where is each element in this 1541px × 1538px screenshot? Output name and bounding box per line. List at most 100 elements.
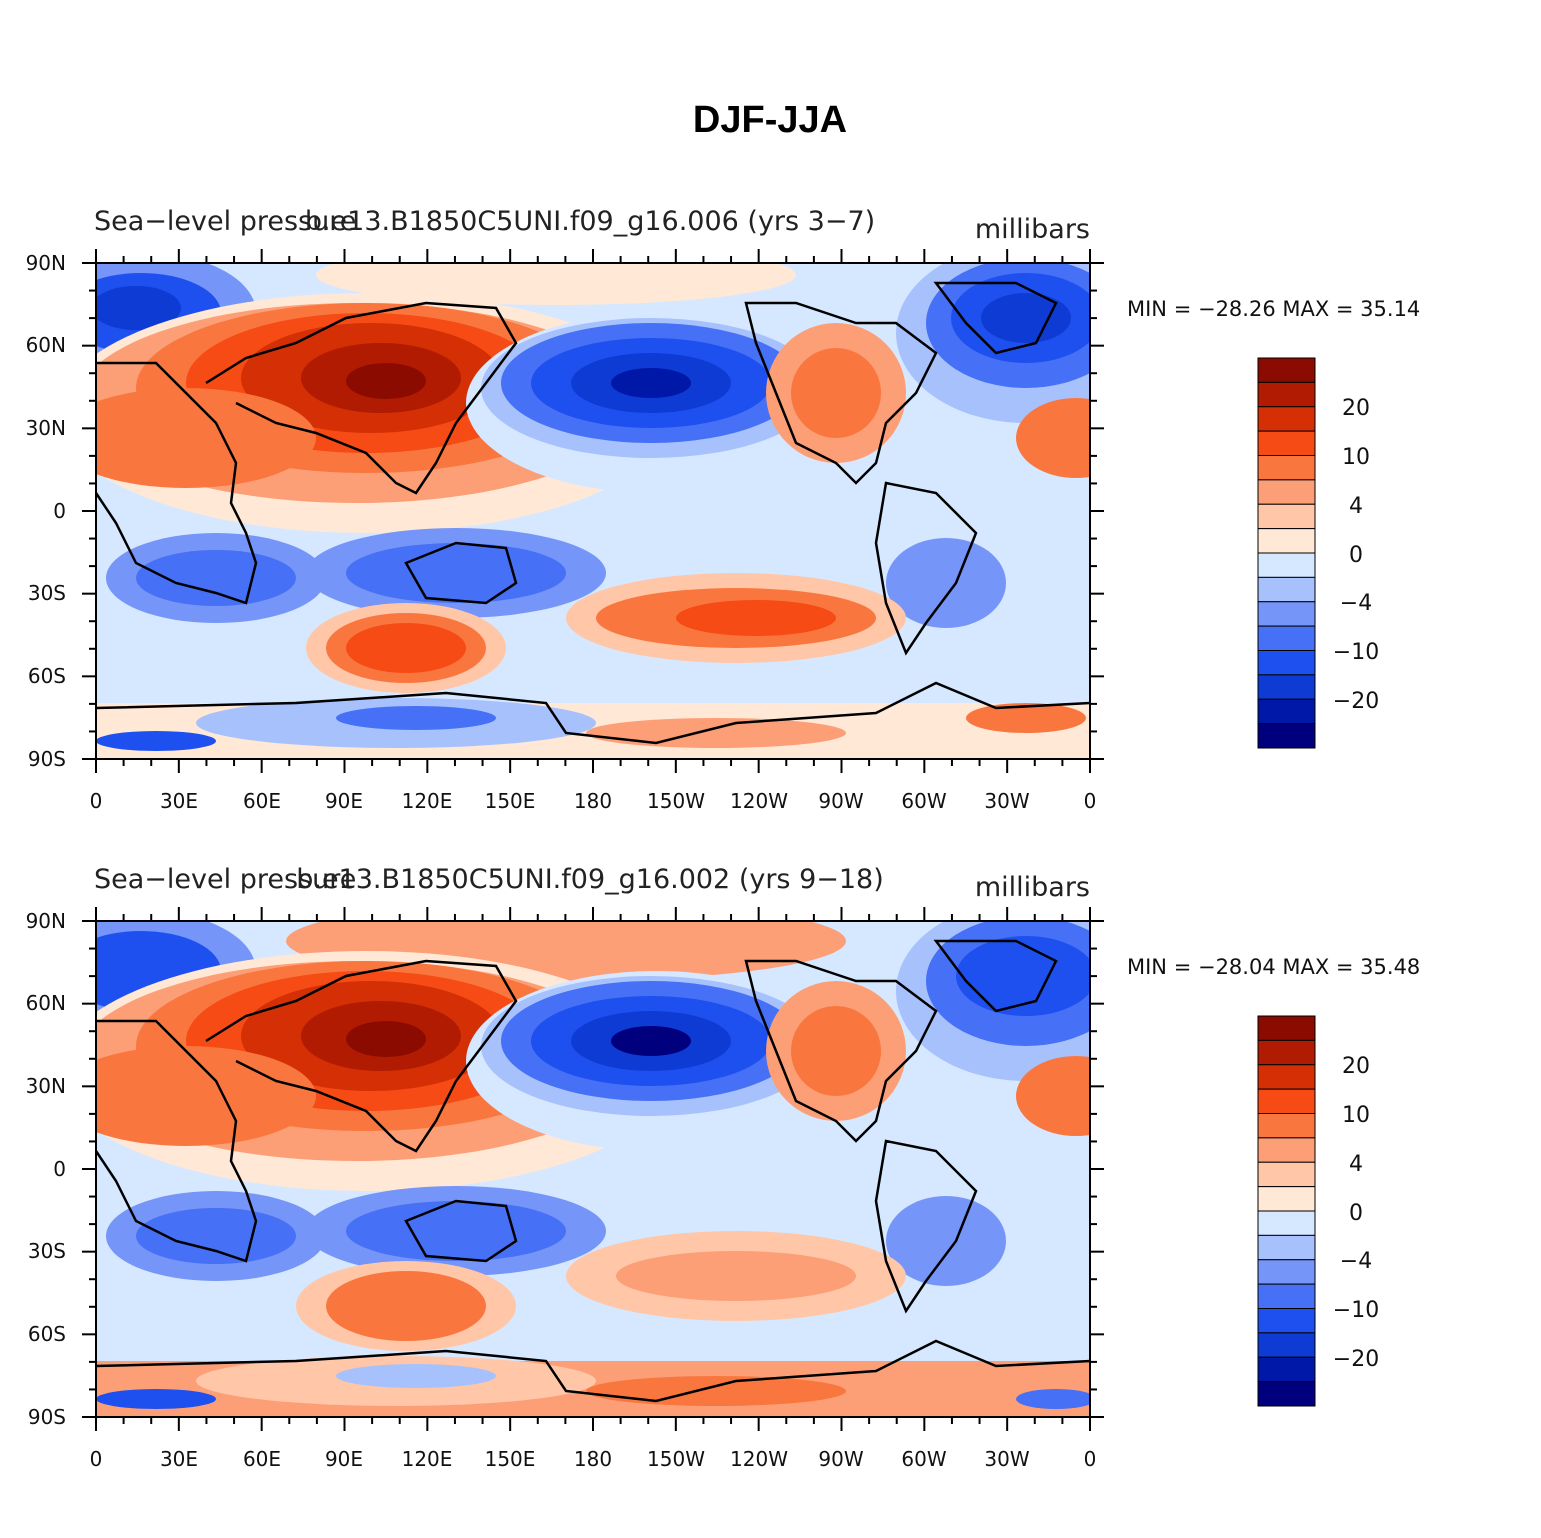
field-contour (346, 1021, 426, 1057)
colorbar-box (1257, 1161, 1316, 1188)
lon-tick-label: 120E (402, 1447, 453, 1471)
lat-tick-label: 0 (53, 499, 66, 523)
field-contour (1016, 1389, 1090, 1409)
lon-tick-label: 150W (647, 789, 705, 813)
minmax-label: MIN = −28.26 MAX = 35.14 (1127, 297, 1420, 321)
field-contour (1016, 398, 1090, 478)
map-area (82, 907, 1104, 1431)
colorbar-label: 20 (1342, 396, 1370, 421)
lon-tick-labels: 0 30E 60E 90E 120E 150E 180 150W 120W 90… (90, 1447, 1097, 1471)
lon-tick-label: 60E (243, 1447, 281, 1471)
colorbar-label: 10 (1342, 445, 1370, 470)
colorbar-boxes (1257, 1015, 1316, 1407)
colorbar-box (1257, 1015, 1316, 1041)
coastlines (96, 939, 1090, 1403)
lat-tick-labels: 90N 60N 30N 0 30S 60S 90S (26, 251, 66, 771)
lon-tick-label: 120E (402, 789, 453, 813)
colorbar-box (1257, 479, 1316, 505)
field-contour (336, 706, 496, 730)
lon-tick-label: 60E (243, 789, 281, 813)
colorbar-box (1257, 381, 1316, 408)
lat-tick-label: 60S (28, 1322, 66, 1346)
colorbar-box (1257, 1283, 1316, 1310)
colorbar-label: 10 (1342, 1103, 1370, 1128)
panel-units: millibars (975, 872, 1090, 903)
lat-tick-label: 30N (26, 416, 66, 440)
field-contour (316, 263, 796, 305)
colorbar-box (1257, 1234, 1316, 1261)
coastlines (96, 281, 1090, 745)
lon-tick-label: 0 (1084, 789, 1097, 813)
lon-tick-label: 150E (485, 789, 536, 813)
lon-tick-label: 0 (90, 789, 103, 813)
colorbar-box (1257, 1381, 1316, 1407)
field-contour (96, 1046, 316, 1146)
field-contour (791, 1006, 881, 1096)
field-contour (611, 1026, 691, 1056)
field-contour (346, 1201, 566, 1261)
lon-tick-label: 30E (160, 789, 198, 813)
colorbar: 20 10 4 0 −4 −10 −20 (1257, 1015, 1379, 1407)
field-contour (346, 363, 426, 399)
colorbar-label: −4 (1340, 591, 1372, 616)
field-contour (616, 1251, 856, 1301)
lon-tick-label: 30W (984, 1447, 1029, 1471)
field-contour (791, 348, 881, 438)
panel-center-title: b.e13.B1850C5UNI.f09_g16.002 (yrs 9−18) (296, 864, 884, 895)
colorbar-label: 0 (1349, 543, 1363, 568)
minmax-label: MIN = −28.04 MAX = 35.48 (1127, 955, 1420, 979)
colorbar-box (1257, 601, 1316, 627)
tick-marks (82, 249, 1104, 773)
lon-tick-label: 0 (1084, 1447, 1097, 1471)
colorbar-box (1257, 1356, 1316, 1383)
colorbar-box (1257, 503, 1316, 530)
colorbar-box (1257, 1064, 1316, 1090)
field-contour (336, 1364, 496, 1388)
colorbar-label: 20 (1342, 1054, 1370, 1079)
colorbar-label: −10 (1333, 640, 1379, 665)
colorbar-box (1257, 1039, 1316, 1066)
lon-tick-labels: 0 30E 60E 90E 120E 150E 180 150W 120W 90… (90, 789, 1097, 813)
lon-tick-label: 180 (574, 789, 612, 813)
colorbar-box (1257, 674, 1316, 700)
colorbar-box (1257, 723, 1316, 749)
colorbar-box (1257, 1332, 1316, 1358)
panel-left-title: Sea−level pressure (94, 206, 356, 237)
lat-tick-label: 60N (26, 333, 66, 357)
field-contour (96, 731, 216, 751)
colorbar-box (1257, 650, 1316, 676)
field-contour (96, 388, 316, 488)
colorbar-label: 4 (1349, 1152, 1363, 1177)
colorbar-box (1257, 1186, 1316, 1212)
field-contour (586, 718, 846, 748)
lon-tick-label: 90W (818, 1447, 863, 1471)
colorbar-box (1257, 698, 1316, 725)
lon-tick-label: 180 (574, 1447, 612, 1471)
field-contour (346, 623, 466, 673)
colorbar-box (1257, 1308, 1316, 1334)
field-contour (966, 703, 1086, 733)
field-contour (136, 550, 296, 606)
colorbar-box (1257, 1113, 1316, 1139)
lat-tick-label: 30N (26, 1074, 66, 1098)
lat-tick-label: 0 (53, 1157, 66, 1181)
lat-tick-label: 60S (28, 664, 66, 688)
colorbar-box (1257, 430, 1316, 457)
colorbar-label: −4 (1340, 1249, 1372, 1274)
field-contour (96, 286, 181, 330)
lon-tick-label: 90E (325, 1447, 363, 1471)
lon-tick-label: 30E (160, 1447, 198, 1471)
field-contour (676, 600, 836, 636)
lat-tick-label: 90N (26, 251, 66, 275)
lat-tick-label: 90S (28, 1405, 66, 1429)
lat-tick-label: 90S (28, 747, 66, 771)
colorbar-box (1257, 1088, 1316, 1115)
main-title: DJF-JJA (693, 99, 847, 141)
colorbar-label: 0 (1349, 1201, 1363, 1226)
colorbar-box (1257, 1137, 1316, 1163)
panel-1: Sea−level pressure b.e13.B1850C5UNI.f09_… (26, 206, 1421, 813)
lat-tick-label: 30S (28, 581, 66, 605)
field-contour (981, 293, 1071, 343)
colorbar-box (1257, 625, 1316, 652)
lat-tick-label: 90N (26, 909, 66, 933)
